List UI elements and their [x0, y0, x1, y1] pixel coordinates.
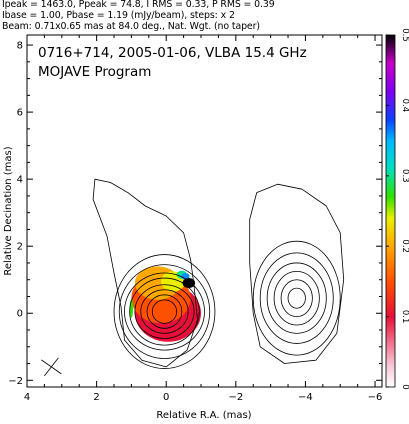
y-tick-label: 2 [17, 242, 23, 253]
contour-level [146, 294, 183, 329]
y-tick-label: −2 [8, 376, 23, 387]
beam-minor-axis [44, 357, 59, 377]
x-tick-label: −2 [228, 392, 243, 403]
polarized-region [181, 273, 190, 280]
contour-level [134, 284, 195, 339]
contour-level [252, 240, 341, 356]
chart-subtitle: MOJAVE Program [38, 64, 151, 80]
contour-level [259, 252, 334, 344]
polarization-layer [129, 266, 202, 342]
x-axis-label: Relative R.A. (mas) [156, 410, 251, 421]
contour-outer [249, 183, 345, 364]
header-line-2: Ibase = 1.00, Pbase = 1.19 (mJy/beam), s… [2, 10, 235, 21]
plot-frame [26, 34, 383, 388]
colorbar-gradient [385, 34, 396, 388]
contour-level [124, 272, 205, 351]
colorbar-tick-label: 0.5 [400, 28, 409, 42]
x-tick-label: 2 [93, 392, 99, 403]
colorbar: 0 0.1 0.2 0.3 0.4 0.5 [385, 28, 409, 390]
y-tick-label: 8 [17, 41, 23, 52]
header-line-3: Beam: 0.71x0.65 mas at 84.0 deg., Nat. W… [2, 21, 260, 32]
colorbar-tick-label: 0.2 [400, 239, 409, 253]
contour-layer [92, 178, 345, 369]
x-tick-label: −4 [298, 392, 313, 403]
header-line-1: Ipeak = 1463.0, Ppeak = 74.8, I RMS = 0.… [2, 0, 275, 10]
x-tick-label: 0 [163, 392, 169, 403]
y-tick-label: 0 [17, 309, 23, 320]
beam-marker [41, 357, 62, 377]
y-axis-label: Relative Decination (mas) [3, 146, 14, 275]
contour-level [287, 287, 306, 309]
contour-level [118, 264, 211, 359]
contour-set [92, 178, 216, 369]
contour-level [140, 289, 189, 334]
contour-level [273, 270, 320, 326]
contour-level [129, 277, 200, 346]
contour-level [151, 299, 178, 324]
contour-level [280, 279, 313, 318]
contour-outer [92, 178, 198, 368]
y-tick-label: 4 [17, 175, 23, 186]
colorbar-tick-label: 0.1 [400, 310, 409, 324]
contour-level [266, 262, 327, 334]
axes: 4 2 0 −2 −4 −6 −2 0 2 4 6 8 [8, 34, 383, 403]
contour-level [113, 254, 216, 369]
x-tick-label: 4 [24, 392, 30, 403]
chart-title: 0716+714, 2005-01-06, VLBA 15.4 GHz [38, 45, 307, 61]
colorbar-tick-label: 0.3 [400, 169, 409, 183]
colorbar-tick-label: 0 [400, 384, 409, 389]
y-tick-label: 6 [17, 108, 23, 119]
contour-set [249, 183, 345, 364]
x-tick-label: −6 [368, 392, 383, 403]
colorbar-tick-label: 0.4 [400, 99, 409, 113]
polarized-region [182, 278, 196, 289]
